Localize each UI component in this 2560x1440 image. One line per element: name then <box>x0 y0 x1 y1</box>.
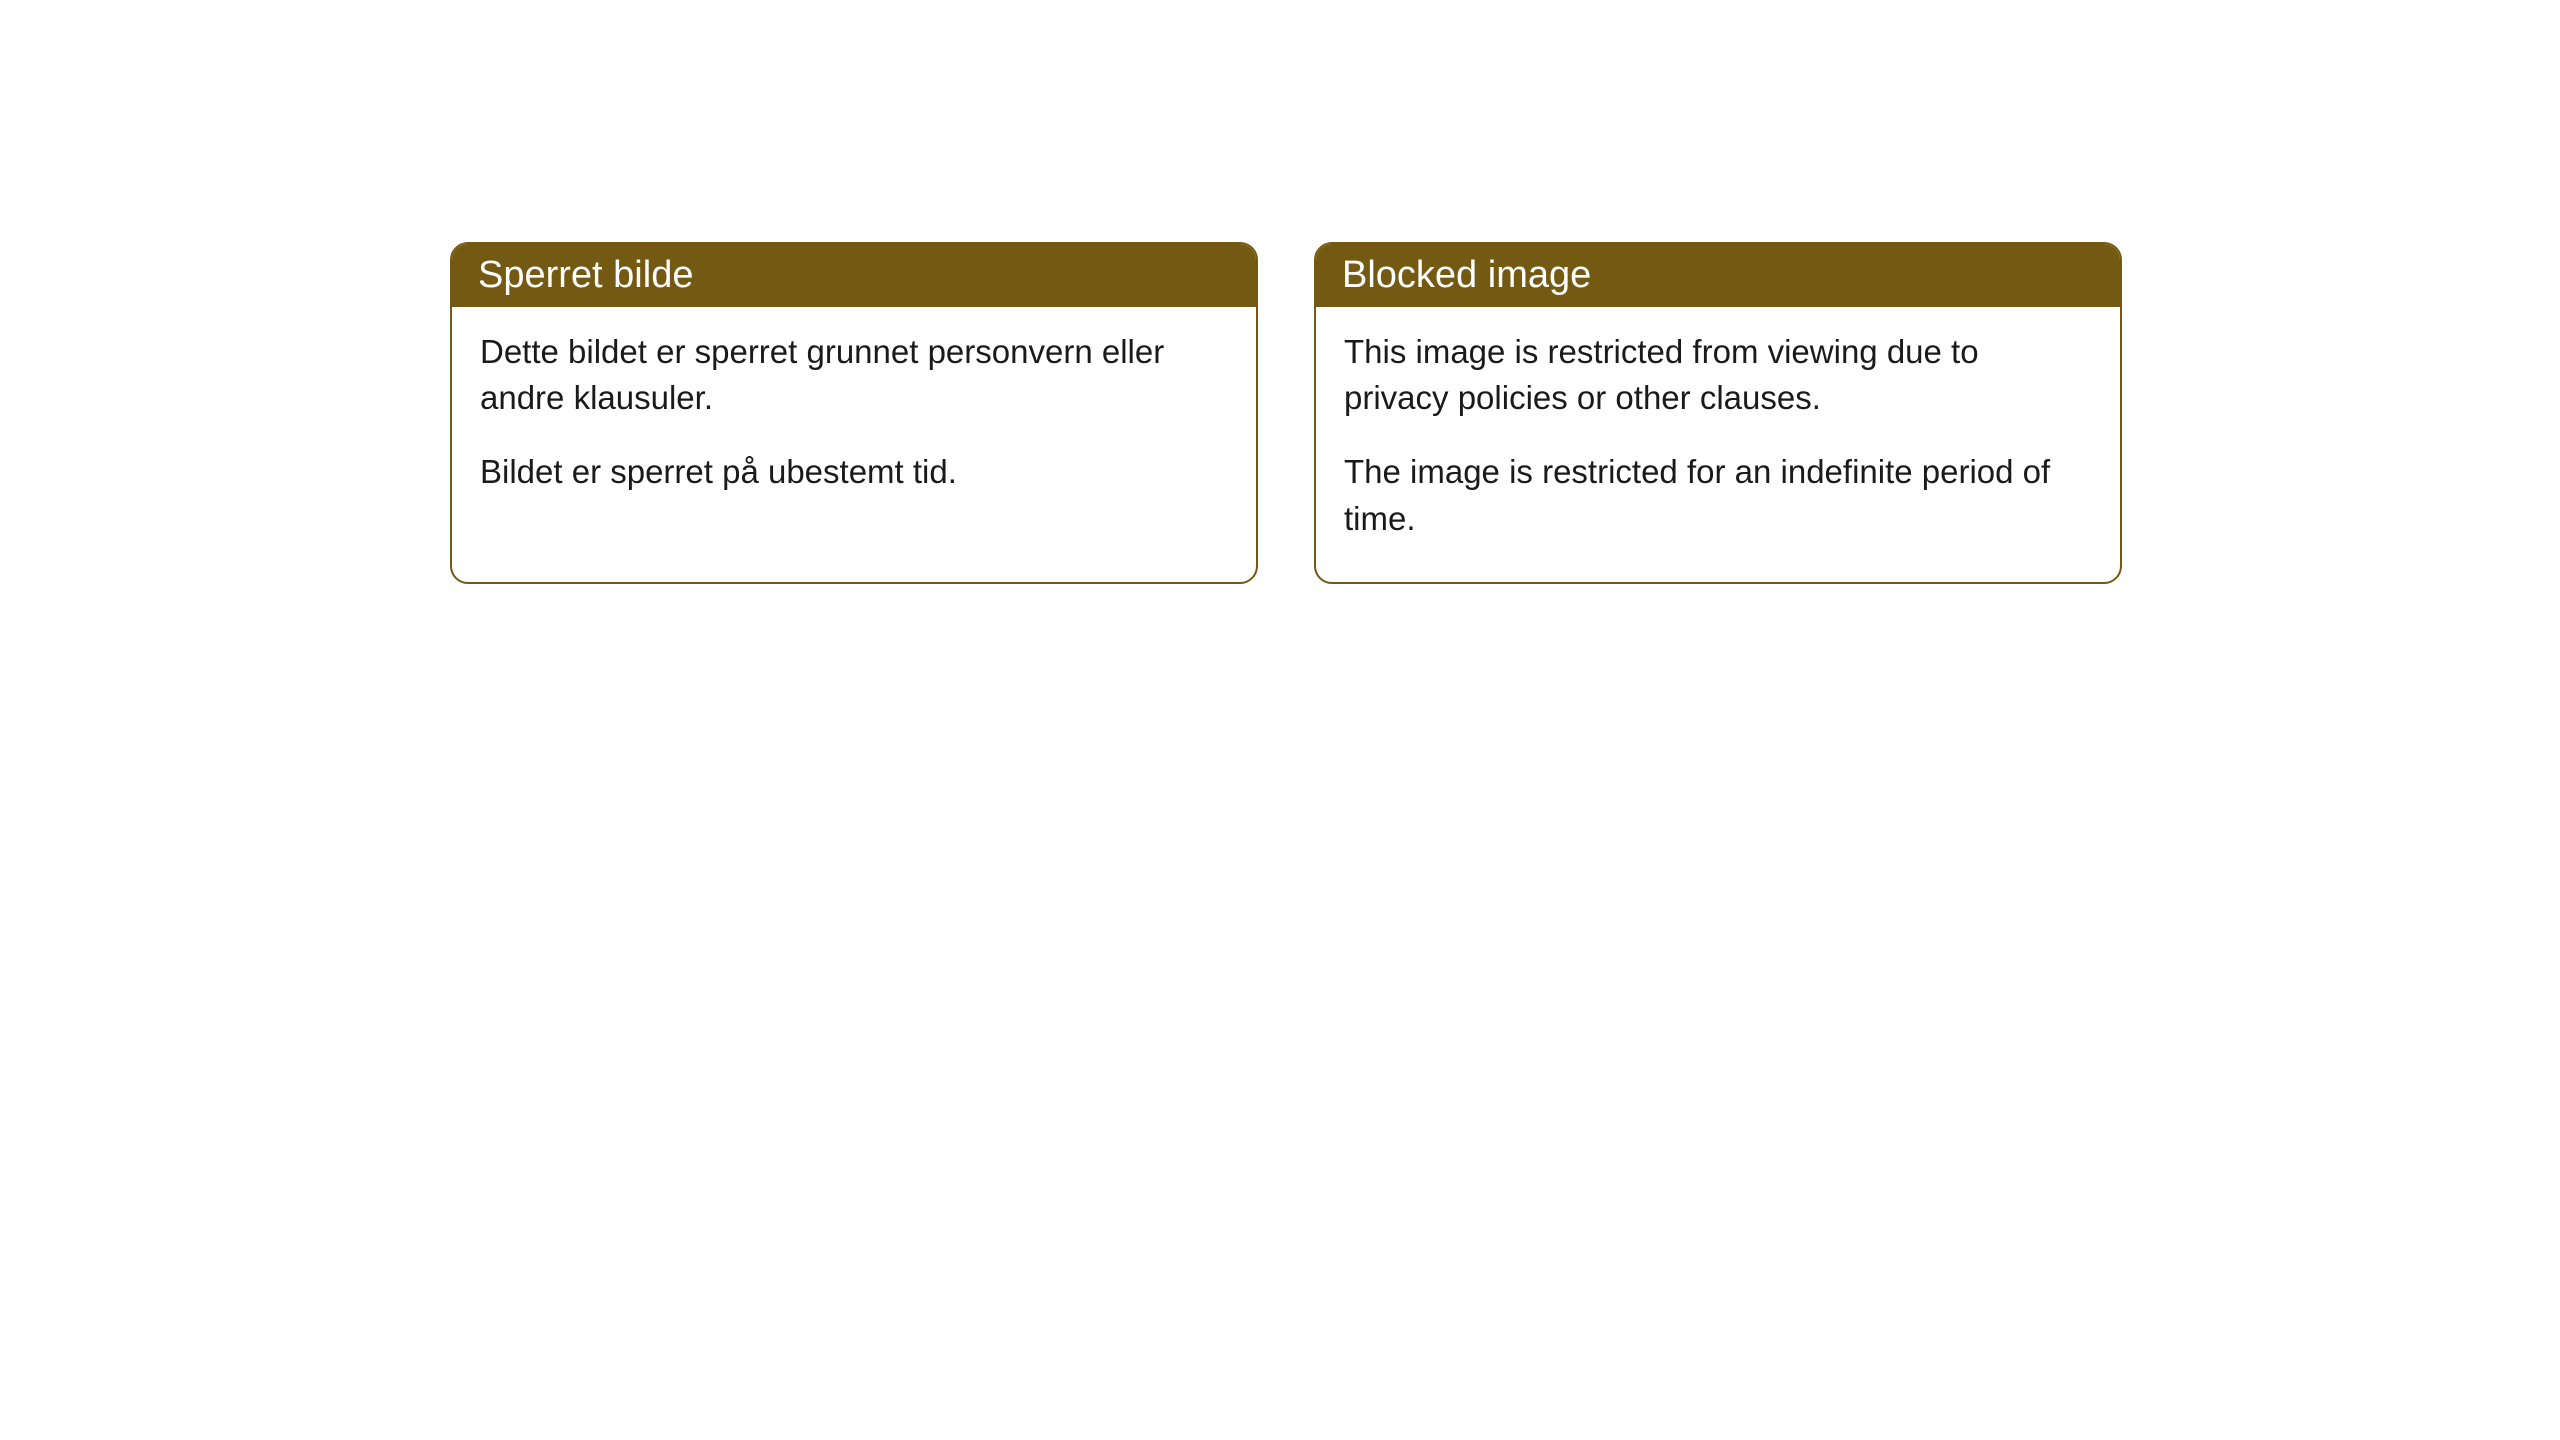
card-paragraph: This image is restricted from viewing du… <box>1344 329 2092 421</box>
card-paragraph: Dette bildet er sperret grunnet personve… <box>480 329 1228 421</box>
card-body: Dette bildet er sperret grunnet personve… <box>452 307 1256 536</box>
card-title: Sperret bilde <box>478 254 693 296</box>
notice-card-norwegian: Sperret bilde Dette bildet er sperret gr… <box>450 242 1258 584</box>
card-title: Blocked image <box>1342 254 1591 296</box>
notice-cards-container: Sperret bilde Dette bildet er sperret gr… <box>450 242 2122 584</box>
card-body: This image is restricted from viewing du… <box>1316 307 2120 582</box>
card-paragraph: Bildet er sperret på ubestemt tid. <box>480 449 1228 495</box>
card-header: Sperret bilde <box>452 244 1256 307</box>
card-paragraph: The image is restricted for an indefinit… <box>1344 449 2092 541</box>
card-header: Blocked image <box>1316 244 2120 307</box>
notice-card-english: Blocked image This image is restricted f… <box>1314 242 2122 584</box>
